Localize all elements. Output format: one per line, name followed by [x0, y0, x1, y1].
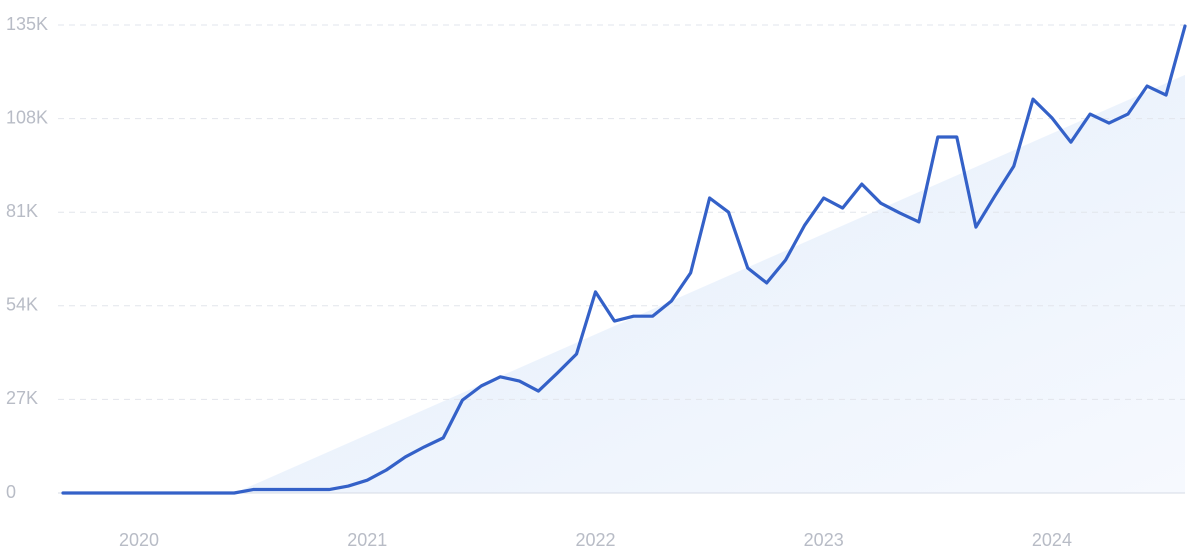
- y-tick-label: 81K: [6, 201, 38, 221]
- x-tick-label: 2024: [1032, 530, 1072, 550]
- x-tick-label: 2020: [119, 530, 159, 550]
- x-tick-label: 2022: [575, 530, 615, 550]
- y-tick-label: 0: [6, 482, 16, 502]
- y-tick-label: 135K: [6, 14, 48, 34]
- x-tick-label: 2023: [804, 530, 844, 550]
- data-line: [61, 24, 1187, 495]
- y-tick-label: 27K: [6, 388, 38, 408]
- y-tick-label: 54K: [6, 295, 38, 315]
- trend-area: [234, 74, 1185, 494]
- x-tick-label: 2021: [347, 530, 387, 550]
- y-tick-label: 108K: [6, 107, 48, 127]
